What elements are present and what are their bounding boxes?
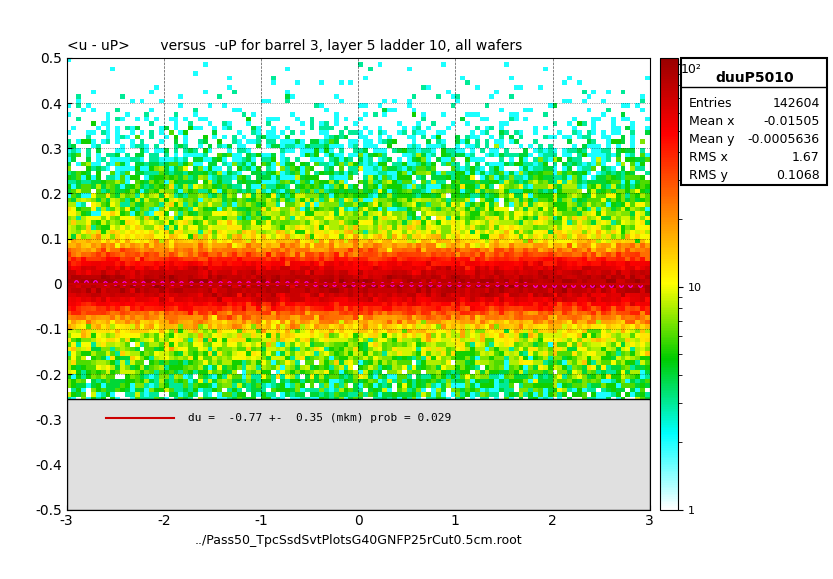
Text: 1.67: 1.67 bbox=[792, 151, 820, 164]
Text: Mean y: Mean y bbox=[689, 133, 734, 146]
Text: RMS x: RMS x bbox=[689, 151, 727, 164]
Text: 142604: 142604 bbox=[772, 97, 820, 110]
Text: Mean x: Mean x bbox=[689, 115, 734, 128]
Text: RMS y: RMS y bbox=[689, 168, 727, 182]
Text: Entries: Entries bbox=[689, 97, 732, 110]
Bar bbox=[67, 399, 650, 510]
Text: duuP5010: duuP5010 bbox=[715, 71, 794, 85]
Text: -0.01505: -0.01505 bbox=[764, 115, 820, 128]
Text: du =  -0.77 +-  0.35 (mkm) prob = 0.029: du = -0.77 +- 0.35 (mkm) prob = 0.029 bbox=[188, 413, 451, 423]
Text: 10²: 10² bbox=[681, 63, 701, 76]
Text: 0.1068: 0.1068 bbox=[776, 168, 820, 182]
Text: <u - uP>       versus  -uP for barrel 3, layer 5 ladder 10, all wafers: <u - uP> versus -uP for barrel 3, layer … bbox=[67, 39, 522, 53]
Text: -0.0005636: -0.0005636 bbox=[748, 133, 820, 146]
X-axis label: ../Pass50_TpcSsdSvtPlotsG40GNFP25rCut0.5cm.root: ../Pass50_TpcSsdSvtPlotsG40GNFP25rCut0.5… bbox=[194, 534, 522, 547]
